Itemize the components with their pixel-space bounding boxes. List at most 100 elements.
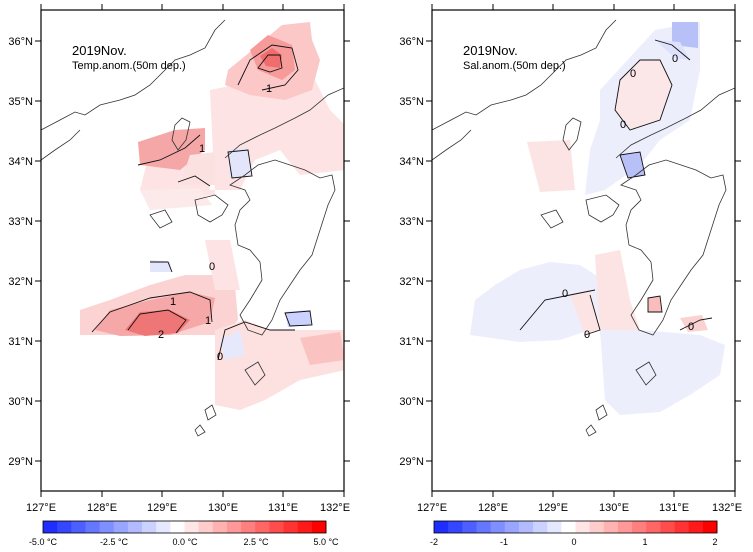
colorbar-swatch <box>575 521 591 533</box>
colorbar-swatch <box>674 521 690 533</box>
lon-label: 128°E <box>478 502 508 514</box>
colorbar-swatch <box>490 521 506 533</box>
colorbar-swatch <box>99 521 115 533</box>
colorbar-swatch <box>57 521 72 533</box>
lat-label: 30°N <box>399 396 424 408</box>
left-map-frame <box>40 9 345 492</box>
lat-label: 33°N <box>8 216 33 228</box>
contour-label: 0 <box>672 53 678 65</box>
colorbar-swatch <box>688 521 704 533</box>
lon-label: 131°E <box>268 502 298 514</box>
colorbar-swatch <box>504 521 520 533</box>
colorbar-swatch <box>617 521 633 533</box>
colorbar-swatch <box>448 521 463 533</box>
colorbar-swatch <box>533 521 548 533</box>
right-panel-subtitle: Sal.anom.(50m dep.) <box>463 60 566 72</box>
colorbar-swatch <box>311 521 327 533</box>
colorbar-swatch <box>113 521 129 533</box>
lat-label: 34°N <box>8 156 33 168</box>
colorbar-swatch <box>269 521 284 533</box>
colorbar-swatch <box>434 521 449 533</box>
lat-label: 30°N <box>8 396 33 408</box>
colorbar-swatch <box>462 521 477 533</box>
colorbar-swatch <box>198 521 214 533</box>
colorbar-swatch <box>241 521 256 533</box>
lat-label: 33°N <box>399 216 424 228</box>
coastline-left <box>41 19 344 437</box>
right-map-frame <box>431 9 736 492</box>
contour-label: 1 <box>170 296 176 308</box>
contour-label: 0 <box>688 321 694 333</box>
colorbar-swatch <box>212 521 228 533</box>
lon-label: 132°E <box>712 502 742 514</box>
contour-label: 0 <box>217 351 223 363</box>
colorbar-swatch <box>85 521 100 533</box>
colorbar-swatch <box>127 521 143 533</box>
colorbar-swatch <box>603 521 619 533</box>
lat-label: 36°N <box>399 36 424 48</box>
lat-label: 32°N <box>399 276 424 288</box>
salinity-colorbar <box>433 520 718 534</box>
left-panel-title: 2019Nov. <box>72 43 127 58</box>
lat-label: 36°N <box>8 36 33 48</box>
colorbar-label: -5.0 °C <box>29 537 58 547</box>
colorbar-label: -2 <box>430 537 438 547</box>
lon-label: 130°E <box>208 502 238 514</box>
lat-label: 35°N <box>8 96 33 108</box>
lon-label: 129°E <box>147 502 177 514</box>
contour-label: 0 <box>584 329 590 341</box>
left-lon-axis <box>40 4 345 497</box>
colorbar-frame <box>42 520 327 534</box>
left-lat-axis <box>35 40 350 462</box>
colorbar-swatch <box>476 521 491 533</box>
lat-label: 35°N <box>399 96 424 108</box>
colorbar-swatch <box>184 521 200 533</box>
coastline-right <box>432 19 735 437</box>
contour-label: 1 <box>266 83 272 95</box>
lat-label: 29°N <box>399 456 424 468</box>
colorbar-swatch <box>226 521 242 533</box>
colorbar-swatch <box>156 521 171 533</box>
colorbar-swatch <box>589 521 605 533</box>
temperature-colorbar <box>42 520 327 534</box>
right-lat-axis <box>426 40 741 462</box>
lon-label: 130°E <box>599 502 629 514</box>
colorbar-swatch <box>702 521 718 533</box>
contour-label: 0 <box>630 68 636 80</box>
colorbar-label: -2.5 °C <box>100 537 129 547</box>
colorbar-frame <box>433 520 718 534</box>
colorbar-label: 0.0 °C <box>172 537 198 547</box>
right-lon-axis <box>431 4 736 497</box>
colorbar-swatch <box>632 521 647 533</box>
lon-label: 127°E <box>417 502 447 514</box>
colorbar-label: 0 <box>571 537 576 547</box>
colorbar-label: -1 <box>500 537 508 547</box>
left-panel-subtitle: Temp.anom.(50m dep.) <box>72 60 186 72</box>
contour-label: 0 <box>562 288 568 300</box>
lon-label: 128°E <box>87 502 117 514</box>
colorbar-label: 2 <box>712 537 717 547</box>
colorbar-swatch <box>518 521 534 533</box>
colorbar-swatch <box>646 521 661 533</box>
lat-label: 31°N <box>8 336 33 348</box>
colorbar-swatch <box>43 521 58 533</box>
colorbar-swatch <box>71 521 86 533</box>
colorbar-swatch <box>255 521 270 533</box>
colorbar-swatch <box>547 521 562 533</box>
contour-label: 1 <box>199 143 205 155</box>
colorbar-swatch <box>561 521 576 533</box>
lon-label: 129°E <box>538 502 568 514</box>
colorbar-label: 5.0 °C <box>313 537 339 547</box>
contour-label: 2 <box>158 329 164 341</box>
lat-label: 31°N <box>399 336 424 348</box>
lon-label: 127°E <box>26 502 56 514</box>
right-panel-title: 2019Nov. <box>463 43 518 58</box>
colorbar-swatch <box>142 521 157 533</box>
colorbar-swatch <box>660 521 675 533</box>
contour-label: 0 <box>209 261 215 273</box>
lon-label: 132°E <box>320 502 350 514</box>
salinity-anomaly-panel: 36°N 35°N 34°N 33°N 32°N 31°N 30°N 29°N … <box>399 4 742 547</box>
colorbar-label: 2.5 °C <box>243 537 269 547</box>
lon-label: 131°E <box>659 502 689 514</box>
